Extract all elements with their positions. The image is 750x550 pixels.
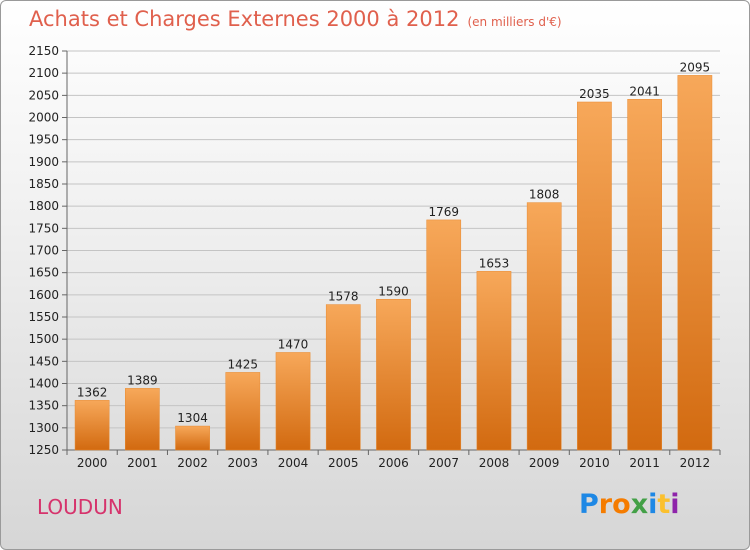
x-tick-label: 2001 xyxy=(127,456,158,470)
x-tick-label: 2010 xyxy=(579,456,610,470)
chart-title: Achats et Charges Externes 2000 à 2012 xyxy=(29,7,460,31)
data-label: 1578 xyxy=(328,290,359,304)
x-tick-label: 2011 xyxy=(629,456,660,470)
proxiti-logo[interactable]: Proxiti xyxy=(579,489,680,520)
logo-letter: r xyxy=(598,489,613,520)
x-tick-label: 2012 xyxy=(680,456,711,470)
city-name: LOUDUN xyxy=(37,495,123,519)
bar-layer xyxy=(74,75,713,451)
title-block: Achats et Charges Externes 2000 à 2012 (e… xyxy=(29,7,562,31)
y-tick-label: 1750 xyxy=(28,221,59,235)
bar-2005 xyxy=(325,304,361,451)
logo-letter: x xyxy=(630,489,649,520)
bar-2011 xyxy=(627,99,662,451)
bar-2012 xyxy=(677,75,713,451)
data-label: 1362 xyxy=(77,385,108,399)
y-tick-label: 1650 xyxy=(28,266,59,280)
x-tick-label: 2005 xyxy=(328,456,359,470)
x-tick-label: 2008 xyxy=(479,456,510,470)
bar-2003 xyxy=(225,372,261,451)
logo-letter: i xyxy=(648,489,658,520)
bar-2007 xyxy=(426,219,462,451)
axis-layer: 1250 1300 1350 1400 1450 1500 1550 1600 1650 1700… xyxy=(28,44,721,457)
y-tick-label: 2050 xyxy=(28,88,59,102)
data-label: 1470 xyxy=(278,337,309,351)
bar-2001 xyxy=(125,388,160,451)
y-tick-label: 1600 xyxy=(28,288,59,302)
y-tick-label: 1950 xyxy=(28,133,59,147)
x-tick-label: 2004 xyxy=(278,456,309,470)
data-label: 1425 xyxy=(228,357,259,371)
bar-2010 xyxy=(577,101,612,451)
logo-letter: o xyxy=(612,489,631,520)
data-label: 2041 xyxy=(629,84,660,98)
data-label: 1769 xyxy=(428,205,459,219)
y-tick-label: 1450 xyxy=(28,354,59,368)
x-tick-label: 2003 xyxy=(228,456,259,470)
y-tick-label: 1250 xyxy=(28,443,59,457)
bar-2006 xyxy=(376,299,411,451)
data-label: 2035 xyxy=(579,87,610,101)
logo-letter: P xyxy=(579,489,599,520)
x-tick-label: 2009 xyxy=(529,456,560,470)
y-tick-label: 1900 xyxy=(28,155,59,169)
y-tick-label: 1850 xyxy=(28,177,59,191)
label-layer: 1362 2000 1389 2001 1304 2002 1425 2003 1470 2004… xyxy=(77,60,710,470)
y-tick-label: 1800 xyxy=(28,199,59,213)
bar-2004 xyxy=(275,352,311,451)
bar-2009 xyxy=(526,202,562,451)
y-tick-label: 1350 xyxy=(28,399,59,413)
y-tick-label: 1300 xyxy=(28,421,59,435)
y-tick-label: 2150 xyxy=(28,44,59,58)
x-tick-label: 2006 xyxy=(378,456,409,470)
x-tick-label: 2007 xyxy=(428,456,459,470)
data-label: 1389 xyxy=(127,373,158,387)
data-label: 1653 xyxy=(479,256,510,270)
bar-2002 xyxy=(175,425,210,451)
bar-2008 xyxy=(476,271,512,451)
chart-unit: (en milliers d'€) xyxy=(467,15,562,29)
x-tick-label: 2000 xyxy=(77,456,108,470)
logo-letter: t xyxy=(657,489,671,520)
y-tick-label: 2100 xyxy=(28,66,59,80)
data-label: 1304 xyxy=(177,411,208,425)
y-tick-label: 1400 xyxy=(28,377,59,391)
logo-letter: i xyxy=(670,489,680,520)
bar-2000 xyxy=(74,400,110,451)
y-tick-label: 1500 xyxy=(28,332,59,346)
x-tick-label: 2002 xyxy=(177,456,208,470)
data-label: 1590 xyxy=(378,284,409,298)
data-label: 1808 xyxy=(529,188,560,202)
y-tick-label: 1700 xyxy=(28,244,59,258)
y-tick-label: 2000 xyxy=(28,111,59,125)
y-tick-label: 1550 xyxy=(28,310,59,324)
data-label: 2095 xyxy=(680,60,711,74)
